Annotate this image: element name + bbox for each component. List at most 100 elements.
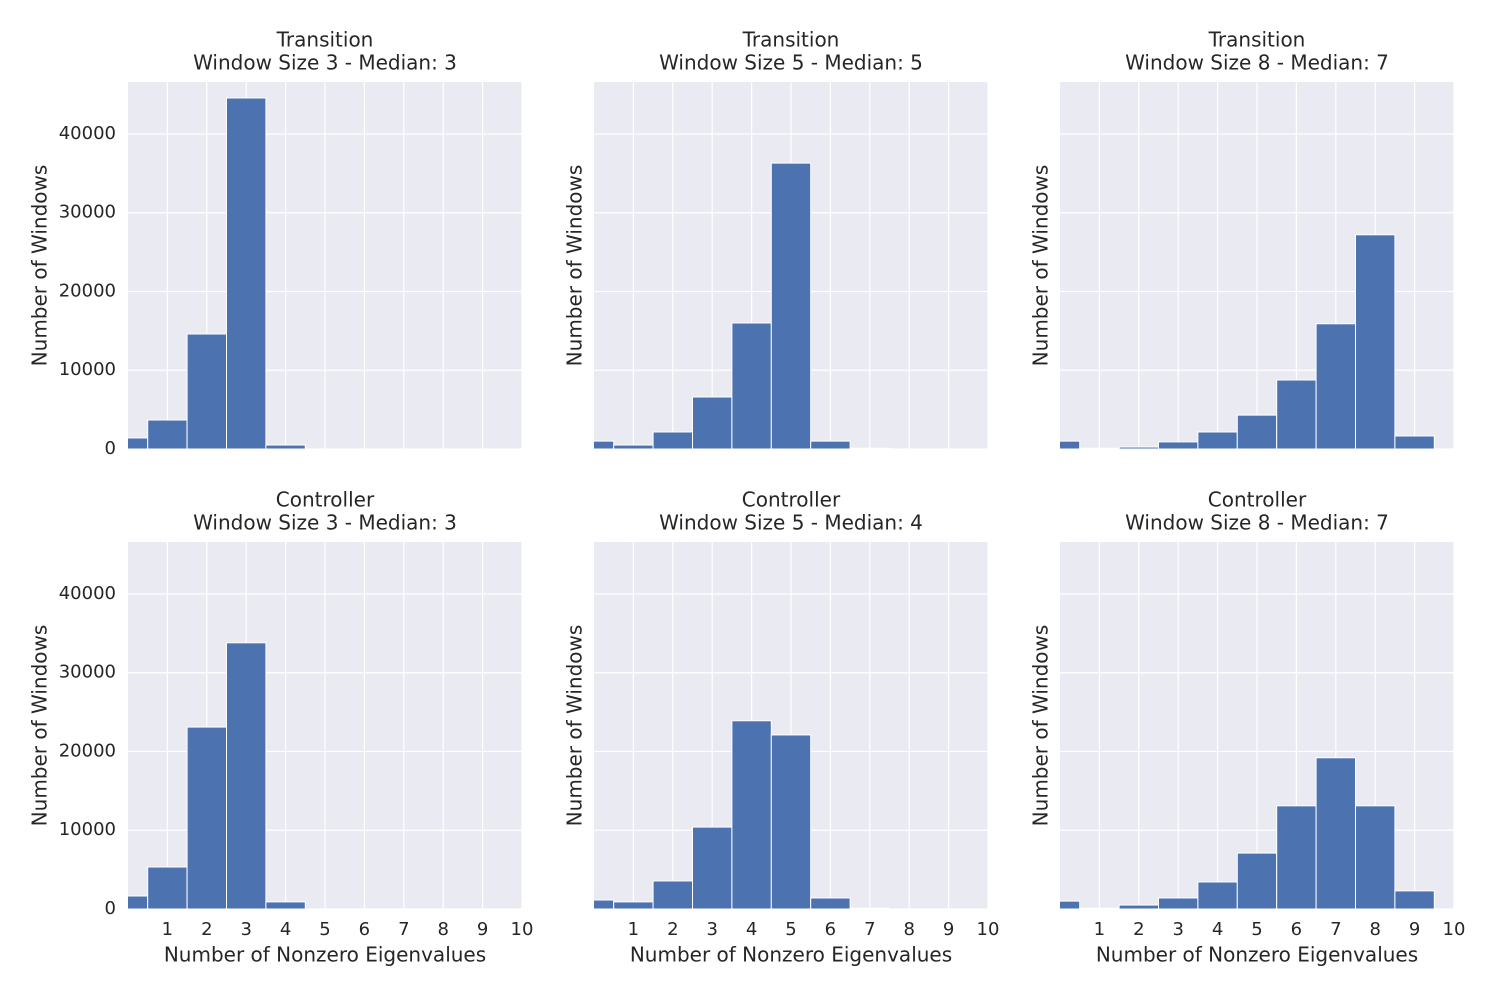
y-tick-label: 10000 xyxy=(59,819,116,840)
x-tick-label: 9 xyxy=(477,919,488,940)
bar xyxy=(1060,440,1081,449)
x-tick-label: 3 xyxy=(240,919,251,940)
y-tick-label: 40000 xyxy=(59,123,116,144)
bar xyxy=(186,726,228,909)
chart-title: Transition xyxy=(1208,28,1306,52)
chart-subtitle: Window Size 5 - Median: 4 xyxy=(659,511,923,535)
x-tick-label: 2 xyxy=(667,919,678,940)
x-axis-label: Number of Nonzero Eigenvalues xyxy=(164,943,486,967)
bars xyxy=(1060,757,1435,909)
bar xyxy=(1276,805,1317,909)
bar xyxy=(226,97,267,449)
bars xyxy=(128,642,306,909)
bars xyxy=(1060,234,1435,449)
x-tick-label: 3 xyxy=(706,919,717,940)
bar xyxy=(652,431,693,449)
y-tick-label: 20000 xyxy=(59,740,116,761)
x-tick-label: 7 xyxy=(864,919,875,940)
x-tick-label: 5 xyxy=(1251,919,1262,940)
bar xyxy=(652,880,693,909)
y-axis-label: Number of Windows xyxy=(563,165,587,367)
x-tick-label: 1 xyxy=(162,919,173,940)
bar xyxy=(770,734,812,909)
bar xyxy=(613,444,654,449)
bar xyxy=(849,447,890,449)
bars xyxy=(594,720,890,909)
x-tick-label: 4 xyxy=(280,919,291,940)
bar xyxy=(594,440,615,449)
bar xyxy=(1158,441,1199,449)
bar xyxy=(849,907,890,909)
bar xyxy=(1315,323,1356,449)
bar xyxy=(1394,890,1435,909)
x-tick-label: 6 xyxy=(359,919,370,940)
x-tick-label: 5 xyxy=(319,919,330,940)
bar xyxy=(147,866,188,909)
x-tick-label: 1 xyxy=(1094,919,1105,940)
bar xyxy=(265,901,306,909)
y-axis-label: Number of Windows xyxy=(1029,165,1053,367)
bar xyxy=(265,444,306,449)
x-tick-label: 7 xyxy=(1330,919,1341,940)
x-tick-label: 4 xyxy=(1212,919,1223,940)
y-tick-label: 20000 xyxy=(59,280,116,301)
chart-subtitle: Window Size 8 - Median: 7 xyxy=(1125,511,1389,535)
x-tick-label: 8 xyxy=(1369,919,1380,940)
bar xyxy=(1315,757,1356,909)
x-tick-label: 10 xyxy=(977,919,1000,940)
bar xyxy=(810,440,851,449)
bar xyxy=(1236,414,1278,449)
y-axis-label: Number of Windows xyxy=(28,625,52,827)
bar xyxy=(731,322,772,449)
bar xyxy=(1158,897,1199,909)
bars xyxy=(594,162,890,449)
chart-subtitle: Window Size 3 - Median: 3 xyxy=(193,51,457,75)
x-axis-label: Number of Nonzero Eigenvalues xyxy=(1096,943,1418,967)
chart-title: Controller xyxy=(742,488,841,512)
bar xyxy=(186,333,228,449)
bar xyxy=(1197,431,1238,449)
bar xyxy=(1236,852,1278,909)
bar xyxy=(594,899,615,909)
x-tick-label: 4 xyxy=(746,919,757,940)
bar xyxy=(226,642,267,909)
x-tick-label: 2 xyxy=(201,919,212,940)
bar xyxy=(770,162,812,449)
x-tick-label: 2 xyxy=(1133,919,1144,940)
bar xyxy=(1118,446,1159,449)
bar xyxy=(147,419,188,449)
x-tick-label: 8 xyxy=(903,919,914,940)
bar xyxy=(1079,907,1120,909)
chart-subtitle: Window Size 8 - Median: 7 xyxy=(1125,51,1389,75)
x-tick-label: 6 xyxy=(1291,919,1302,940)
x-tick-label: 9 xyxy=(943,919,954,940)
x-tick-label: 1 xyxy=(628,919,639,940)
x-tick-label: 10 xyxy=(1443,919,1466,940)
subplot: 0 10000 20000 30000 40000 1 2 3 4 5 6 7 8 9 10 Controll… xyxy=(28,488,534,967)
y-tick-label: 0 xyxy=(105,438,116,459)
chart-subtitle: Window Size 3 - Median: 3 xyxy=(193,511,457,535)
bar xyxy=(1394,435,1435,449)
x-tick-label: 9 xyxy=(1409,919,1420,940)
chart-title: Controller xyxy=(276,488,375,512)
bar xyxy=(1276,379,1317,449)
chart-subtitle: Window Size 5 - Median: 5 xyxy=(659,51,923,75)
bar xyxy=(1355,805,1396,909)
bar xyxy=(1060,900,1081,909)
x-axis-label: Number of Nonzero Eigenvalues xyxy=(630,943,952,967)
y-tick-label: 30000 xyxy=(59,202,116,223)
x-tick-label: 7 xyxy=(398,919,409,940)
y-tick-label: 0 xyxy=(105,898,116,919)
x-tick-label: 6 xyxy=(825,919,836,940)
x-tick-label: 5 xyxy=(785,919,796,940)
chart-title: Transition xyxy=(276,28,374,52)
bars xyxy=(128,97,306,449)
y-axis-label: Number of Windows xyxy=(563,625,587,827)
bar xyxy=(810,897,851,909)
